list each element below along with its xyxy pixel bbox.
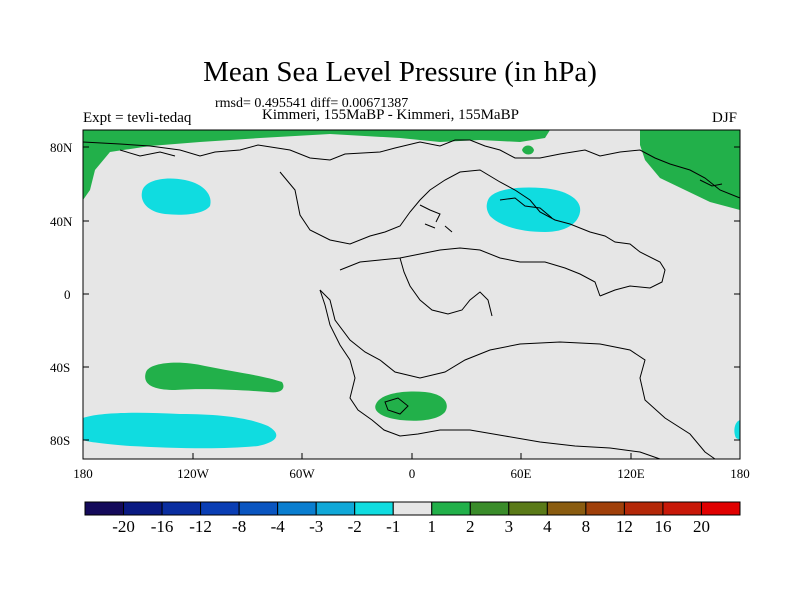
colorbar-label: -3 bbox=[309, 517, 323, 536]
lon-label: 180 bbox=[73, 466, 93, 481]
coastline-pangaea-north bbox=[279, 169, 666, 297]
lat-label: 0 bbox=[64, 287, 71, 302]
lat-label: 40N bbox=[50, 214, 73, 229]
experiment-label: Expt = tevli-tedaq bbox=[83, 110, 192, 126]
season-label: DJF bbox=[712, 110, 738, 126]
coastlines bbox=[82, 139, 741, 460]
colorbar-label: 1 bbox=[428, 517, 437, 536]
colorbar-swatch bbox=[238, 501, 279, 516]
colorbar-label: 8 bbox=[582, 517, 591, 536]
figure-subtitle: Kimmeri, 155MaBP - Kimmeri, 155MaBP bbox=[262, 107, 519, 123]
figure-title: Mean Sea Level Pressure (in hPa) bbox=[203, 56, 597, 88]
colorbar-label: -4 bbox=[271, 517, 286, 536]
coastline-north-island-3 bbox=[499, 197, 553, 219]
colorbar-swatch bbox=[161, 501, 202, 516]
colorbar-swatch bbox=[431, 501, 471, 516]
negative-anomaly-east-edge bbox=[734, 420, 740, 440]
colorbar-label: -20 bbox=[112, 517, 135, 536]
lon-label: 120W bbox=[177, 466, 210, 481]
colorbar-swatch bbox=[585, 501, 625, 516]
lat-label: 80S bbox=[50, 433, 70, 448]
lon-label: 180 bbox=[730, 466, 750, 481]
colorbar-swatch bbox=[200, 501, 240, 516]
coastline-tethys bbox=[339, 247, 601, 297]
lat-label: 40S bbox=[50, 360, 70, 375]
colorbar: -20 -16 -12 -8 -4 -3 -2 -1 1 2 3 4 8 12 16 20 bbox=[84, 501, 741, 536]
coastline-pangaea-south bbox=[319, 289, 716, 460]
colorbar-label: 2 bbox=[466, 517, 475, 536]
colorbar-swatch bbox=[123, 501, 163, 516]
coastline-south-america bbox=[319, 289, 661, 460]
negative-anomaly-north-pacific bbox=[141, 178, 211, 215]
colorbar-swatch bbox=[508, 501, 548, 516]
stats-line: rmsd= 0.495541 diff= 0.00671387 bbox=[215, 96, 409, 111]
axis-ticks bbox=[83, 146, 740, 459]
map-panel: 80N 40N 0 40S 80S 180 120W 60W 0 60E 120… bbox=[50, 129, 750, 481]
colorbar-label: 16 bbox=[654, 517, 671, 536]
colorbar-swatch bbox=[315, 501, 356, 516]
colorbar-swatch bbox=[354, 501, 394, 516]
coastline-europe-islands bbox=[419, 204, 453, 233]
colorbar-swatch bbox=[623, 501, 664, 516]
positive-anomaly-south-pacific bbox=[145, 362, 284, 393]
colorbar-label: -8 bbox=[232, 517, 246, 536]
positive-anomaly-arctic bbox=[83, 130, 550, 200]
lon-label: 60W bbox=[289, 466, 315, 481]
colorbar-label: -12 bbox=[189, 517, 212, 536]
coastline-gulf-inlet bbox=[399, 257, 493, 317]
colorbar-swatch bbox=[392, 501, 433, 516]
lon-label: 60E bbox=[511, 466, 532, 481]
colorbar-label: -2 bbox=[348, 517, 362, 536]
colorbar-label: 20 bbox=[693, 517, 710, 536]
colorbar-label: 4 bbox=[543, 517, 552, 536]
colorbar-swatch bbox=[546, 501, 587, 516]
colorbar-label: 3 bbox=[505, 517, 514, 536]
colorbar-label: -1 bbox=[386, 517, 400, 536]
coastline-north-island-1 bbox=[119, 149, 176, 157]
colorbar-swatch bbox=[469, 501, 510, 516]
coastline-north-polar bbox=[82, 139, 741, 199]
lat-label: 80N bbox=[50, 140, 73, 155]
lon-label: 120E bbox=[617, 466, 645, 481]
colorbar-swatch bbox=[277, 501, 317, 516]
positive-anomaly-south-atlantic bbox=[375, 391, 447, 421]
colorbar-swatch bbox=[700, 501, 741, 516]
coastline-south-atlantic-island bbox=[384, 397, 409, 415]
colorbar-swatch bbox=[84, 501, 125, 516]
colorbar-label: -16 bbox=[151, 517, 174, 536]
colorbar-label: 12 bbox=[616, 517, 633, 536]
negative-anomaly-south-pacific bbox=[83, 412, 277, 449]
colorbar-swatch bbox=[662, 501, 702, 516]
positive-anomaly-small-north bbox=[522, 145, 534, 155]
coastline-north-island-2 bbox=[699, 179, 723, 187]
lon-label: 0 bbox=[409, 466, 416, 481]
